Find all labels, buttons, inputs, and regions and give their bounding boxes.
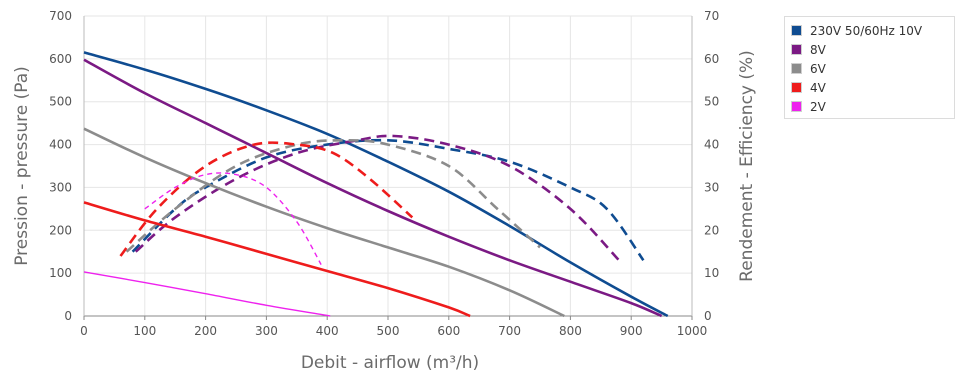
efficiency-line-230v-50-60hz-10v — [131, 138, 645, 262]
y-tick-label: 100 — [49, 266, 72, 280]
y-tick-label: 600 — [49, 52, 72, 66]
legend-label: 2V — [810, 99, 826, 114]
y-tick-label: 0 — [64, 309, 72, 323]
x-tick-label: 400 — [316, 324, 339, 338]
efficiency-line-6v — [125, 139, 541, 253]
legend-item-2v: 2V — [791, 97, 954, 116]
y-tick-label: 500 — [49, 95, 72, 109]
x-axis-title: Debit - airflow (m³/h) — [301, 353, 479, 373]
pressure-line-230v-50-60hz-10v — [83, 51, 669, 318]
x-tick-label: 600 — [437, 324, 460, 338]
legend-swatch — [791, 25, 802, 36]
y-tick-label: 200 — [49, 223, 72, 237]
x-tick-label: 200 — [194, 324, 217, 338]
x-tick-label: 500 — [377, 324, 400, 338]
y2-axis-ticks: 0 10 20 30 40 50 60 70 — [704, 9, 719, 323]
series-layer — [83, 51, 669, 318]
legend-swatch — [791, 63, 802, 74]
y2-tick-label: 40 — [704, 138, 719, 152]
legend-swatch — [791, 44, 802, 55]
y2-tick-label: 70 — [704, 9, 719, 23]
y-axis-ticks: 0 100 200 300 400 500 600 700 — [49, 9, 72, 323]
legend-swatch — [791, 82, 802, 93]
legend-item-8v: 8V — [791, 40, 954, 59]
y-tick-label: 700 — [49, 9, 72, 23]
y-axis-title: Pression - pressure (Pa) — [12, 66, 32, 266]
x-tick-label: 800 — [559, 324, 582, 338]
pressure-line-8v — [83, 58, 663, 318]
y2-tick-label: 20 — [704, 223, 719, 237]
y2-axis-title: Rendement - Efficiency (%) — [737, 50, 757, 282]
legend: 230V 50/60Hz 10V 8V 6V 4V 2V — [784, 16, 955, 119]
legend-label: 4V — [810, 80, 826, 95]
x-tick-label: 300 — [255, 324, 278, 338]
efficiency-line-2v — [144, 172, 322, 265]
y2-tick-label: 30 — [704, 180, 719, 194]
legend-label: 6V — [810, 61, 826, 76]
legend-label: 8V — [810, 42, 826, 57]
y2-tick-label: 50 — [704, 95, 719, 109]
grid-lines — [83, 15, 693, 317]
x-axis-ticks: 0 100 200 300 400 500 600 700 800 900 1000 — [80, 316, 707, 338]
y-tick-label: 300 — [49, 180, 72, 194]
legend-item-230v-50-60hz-10v: 230V 50/60Hz 10V — [791, 21, 954, 40]
x-tick-label: 700 — [498, 324, 521, 338]
pressure-line-6v — [83, 127, 565, 318]
pressure-line-2v — [83, 271, 331, 317]
legend-item-4v: 4V — [791, 78, 954, 97]
x-tick-label: 900 — [620, 324, 643, 338]
x-tick-label: 1000 — [677, 324, 708, 338]
efficiency-line-4v — [119, 141, 414, 257]
legend-label: 230V 50/60Hz 10V — [810, 23, 923, 38]
y2-tick-label: 10 — [704, 266, 719, 280]
x-tick-label: 100 — [133, 324, 156, 338]
efficiency-line-8v — [134, 134, 620, 262]
legend-swatch — [791, 101, 802, 112]
legend-item-6v: 6V — [791, 59, 954, 78]
y2-tick-label: 60 — [704, 52, 719, 66]
y-tick-label: 400 — [49, 138, 72, 152]
pressure-line-4v — [83, 201, 471, 318]
y2-tick-label: 0 — [704, 309, 712, 323]
x-tick-label: 0 — [80, 324, 88, 338]
